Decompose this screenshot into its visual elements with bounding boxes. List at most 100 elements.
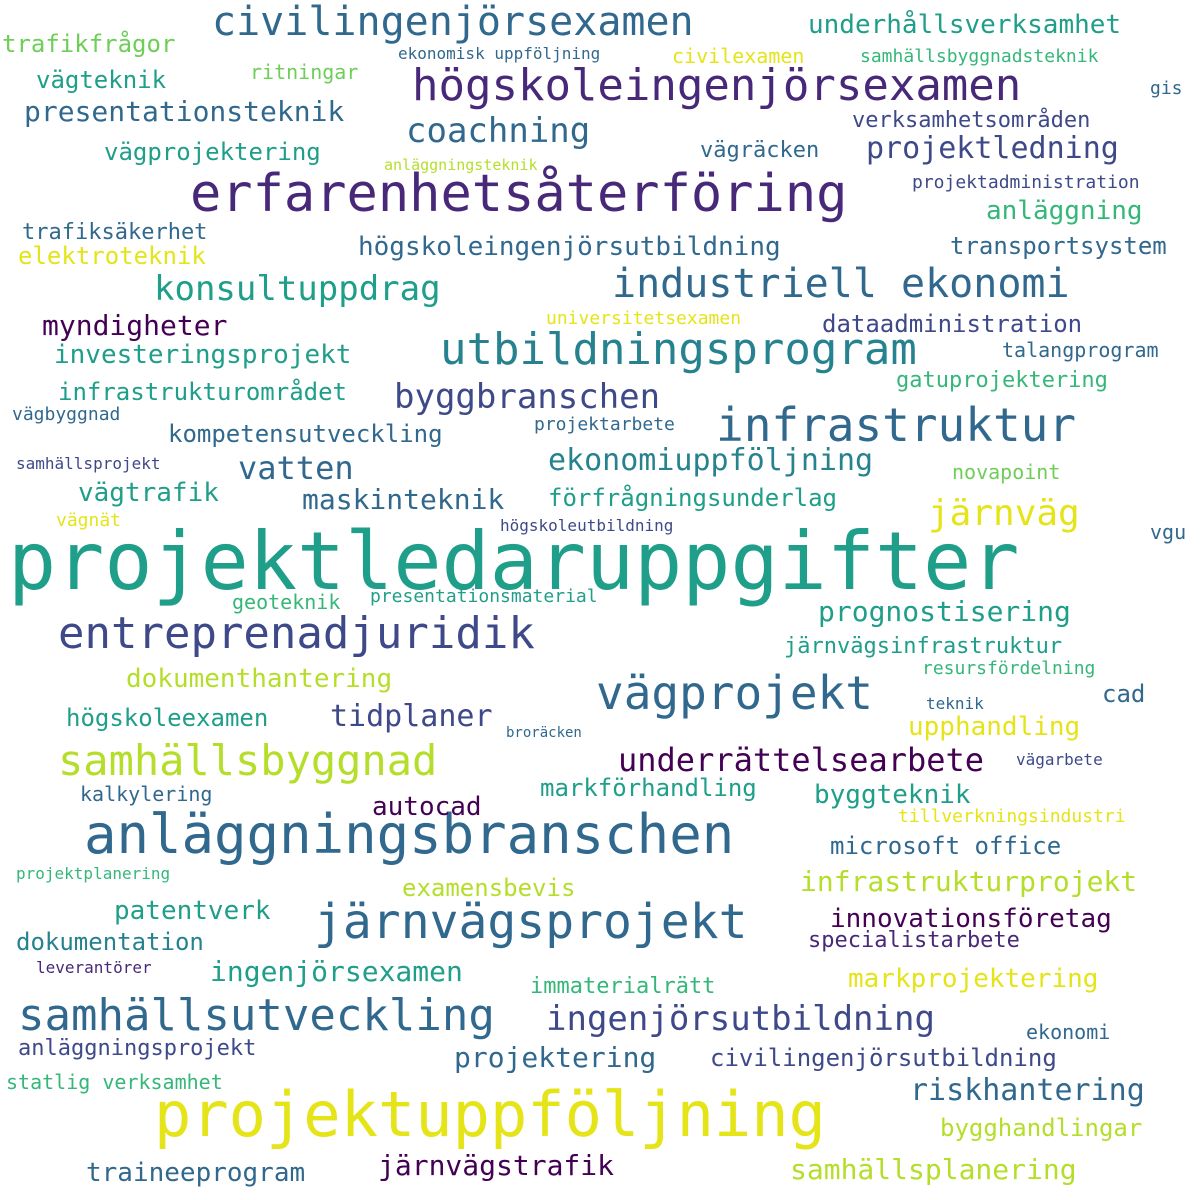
cloud-word: statlig verksamhet	[6, 1070, 223, 1094]
cloud-word: teknik	[926, 694, 984, 713]
cloud-word: vägteknik	[36, 66, 167, 94]
cloud-word: anläggning	[986, 196, 1143, 226]
cloud-word: anläggningsteknik	[384, 156, 538, 174]
cloud-word: riskhantering	[910, 1073, 1145, 1108]
cloud-word: leverantörer	[36, 958, 152, 977]
cloud-word: vägräcken	[700, 138, 820, 163]
cloud-word: ingenjörsexamen	[210, 955, 463, 988]
cloud-word: vatten	[238, 449, 354, 487]
cloud-word: trafiksäkerhet	[22, 220, 208, 245]
cloud-word: ekonomi	[1026, 1020, 1111, 1044]
cloud-word: coachning	[406, 111, 591, 151]
cloud-word: samhällsbyggnadsteknik	[860, 46, 1099, 67]
cloud-word: investeringsprojekt	[54, 340, 352, 370]
cloud-word: byggbranschen	[394, 377, 661, 417]
cloud-word: ekonomiuppföljning	[548, 443, 874, 478]
cloud-word: infrastrukturområdet	[58, 378, 347, 406]
cloud-word: patentverk	[114, 896, 271, 926]
cloud-word: byggteknik	[814, 780, 971, 810]
cloud-word: vägtrafik	[78, 478, 219, 508]
cloud-word: högskoleingenjörsexamen	[412, 60, 1022, 111]
cloud-word: verksamhetsområden	[852, 108, 1091, 133]
cloud-word: tillverkningsindustri	[898, 806, 1126, 827]
cloud-word: vägbyggnad	[12, 404, 121, 425]
cloud-word: samhällsutveckling	[18, 990, 495, 1041]
cloud-word: tidplaner	[330, 699, 493, 734]
cloud-word: konsultuppdrag	[154, 269, 441, 309]
cloud-word: högskoleutbildning	[500, 516, 674, 535]
cloud-word: högskoleingenjörsutbildning	[358, 232, 781, 262]
cloud-word: anläggningsbranschen	[84, 803, 735, 866]
cloud-word: infrastrukturprojekt	[800, 865, 1138, 898]
cloud-word: projektledning	[866, 131, 1119, 166]
cloud-word: projektplanering	[16, 864, 171, 883]
cloud-word: kompetensutveckling	[168, 420, 443, 448]
cloud-word: underrättelsearbete	[618, 741, 985, 779]
cloud-word: samhällsbyggnad	[58, 736, 438, 785]
cloud-word: järnvägsinfrastruktur	[784, 634, 1063, 659]
cloud-word: projektledaruppgifter	[8, 515, 1020, 608]
cloud-word: transportsystem	[950, 232, 1167, 260]
cloud-word: järnvägsprojekt	[314, 894, 748, 950]
cloud-word: ekonomisk uppföljning	[398, 44, 601, 63]
cloud-word: prognostisering	[818, 595, 1071, 628]
cloud-word: resursfördelning	[922, 658, 1096, 679]
cloud-word: elektroteknik	[18, 242, 206, 270]
cloud-word: ritningar	[250, 60, 359, 84]
cloud-word: talangprogram	[1002, 338, 1159, 362]
cloud-word: projektarbete	[534, 414, 675, 435]
cloud-word: samhällsprojekt	[16, 454, 161, 473]
cloud-word: civilingenjörsutbildning	[710, 1044, 1057, 1072]
cloud-word: myndigheter	[42, 309, 228, 342]
cloud-word: samhällsplanering	[790, 1153, 1077, 1186]
cloud-word: anläggningsprojekt	[18, 1036, 257, 1061]
cloud-word: erfarenhetsåterföring	[190, 164, 848, 224]
cloud-word: dokumenthantering	[126, 664, 393, 694]
cloud-word: geoteknik	[232, 590, 341, 614]
cloud-word: vägprojektering	[104, 138, 321, 166]
cloud-word: civilingenjörsexamen	[212, 0, 694, 45]
cloud-word: civilexamen	[672, 44, 805, 68]
cloud-word: förfrågningsunderlag	[548, 484, 837, 512]
cloud-word: traineeprogram	[86, 1158, 306, 1188]
cloud-word: trafikfrågor	[2, 30, 176, 58]
cloud-word: projektering	[454, 1041, 657, 1074]
cloud-word: maskinteknik	[302, 483, 505, 516]
cloud-word: infrastruktur	[716, 398, 1077, 452]
cloud-word: autocad	[372, 792, 482, 822]
cloud-word: gis	[1150, 78, 1183, 99]
cloud-word: dataadministration	[822, 310, 1083, 338]
cloud-word: examensbevis	[402, 874, 576, 902]
cloud-word: projektuppföljning	[154, 1078, 826, 1151]
cloud-word: ingenjörsutbildning	[546, 999, 935, 1039]
cloud-word: industriell ekonomi	[612, 261, 1070, 307]
cloud-word: utbildningsprogram	[440, 324, 917, 375]
cloud-word: immaterialrätt	[530, 974, 716, 999]
cloud-word: järnvägstrafik	[378, 1149, 615, 1182]
cloud-word: projektadministration	[912, 172, 1140, 193]
cloud-word: cad	[1102, 680, 1146, 708]
cloud-word: högskoleexamen	[66, 704, 269, 732]
cloud-word: novapoint	[952, 460, 1061, 484]
cloud-word: specialistarbete	[808, 928, 1020, 953]
cloud-word: broräcken	[506, 725, 582, 741]
cloud-word: presentationsteknik	[24, 95, 345, 128]
cloud-word: upphandling	[908, 712, 1081, 742]
cloud-word: underhållsverksamhet	[808, 10, 1122, 40]
cloud-word: gatuprojektering	[896, 368, 1108, 393]
cloud-word: järnväg	[928, 493, 1080, 534]
cloud-word: dokumentation	[16, 928, 204, 956]
cloud-word: vgu	[1150, 520, 1187, 544]
cloud-word: kalkylering	[80, 782, 213, 806]
cloud-word: entreprenadjuridik	[58, 608, 535, 659]
cloud-word: microsoft office	[830, 832, 1062, 860]
cloud-word: vägprojekt	[596, 666, 873, 720]
cloud-word: universitetsexamen	[546, 308, 742, 329]
cloud-word: vägnät	[56, 510, 122, 531]
cloud-word: bygghandlingar	[940, 1114, 1143, 1142]
cloud-word: innovationsföretag	[830, 904, 1112, 934]
cloud-word: vägarbete	[1016, 750, 1103, 769]
cloud-word: markförhandling	[540, 774, 757, 802]
cloud-word: presentationsmaterial	[370, 586, 598, 607]
